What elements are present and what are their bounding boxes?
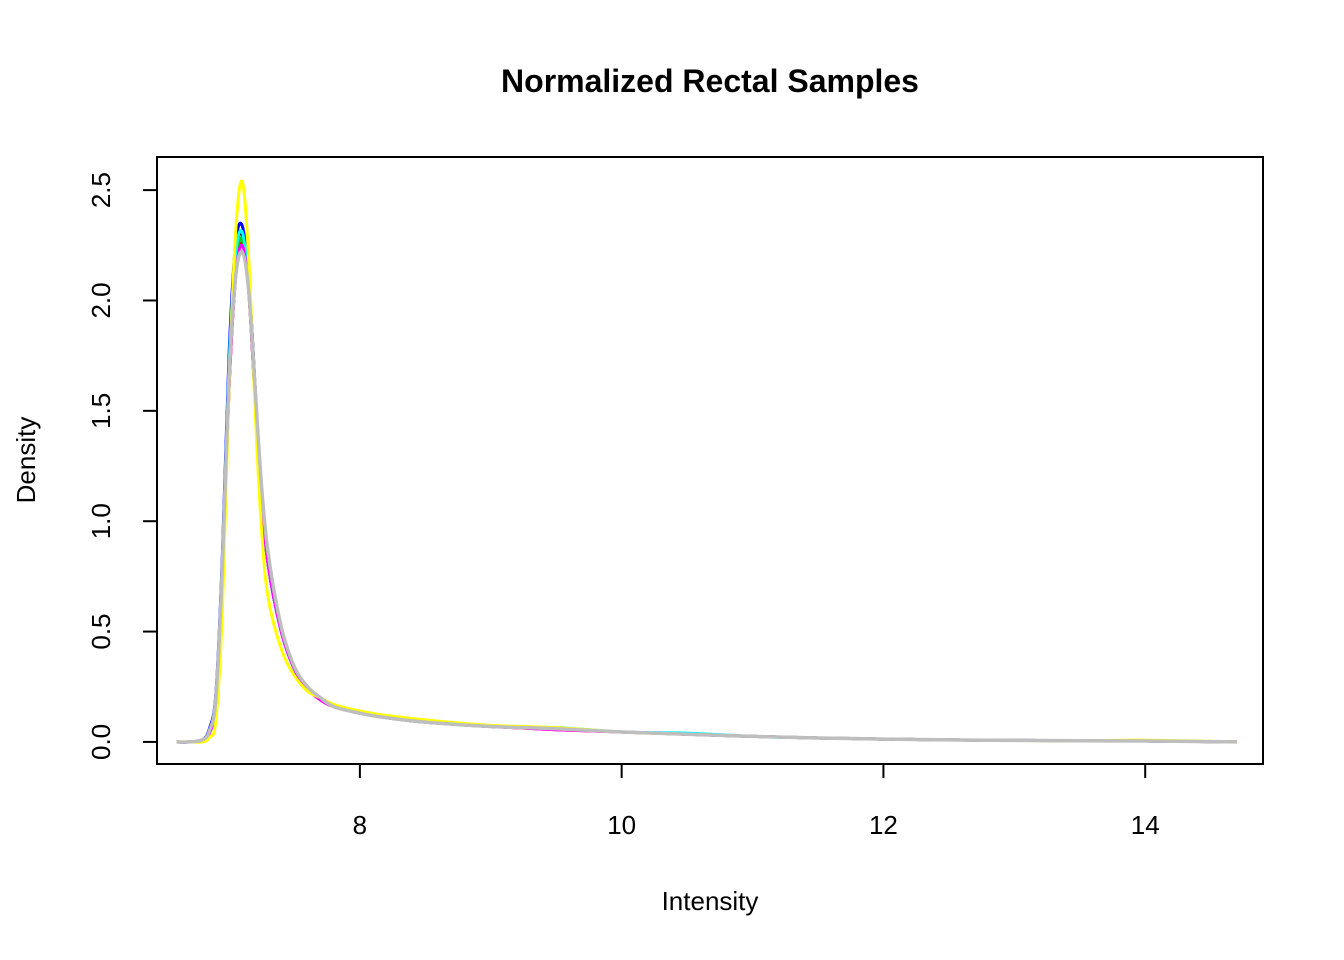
density-series-6 <box>176 243 1237 744</box>
y-tick-label: 0.5 <box>86 613 116 649</box>
x-tick-label: 12 <box>869 810 898 840</box>
plot-frame <box>156 156 1264 765</box>
y-tick-label: 2.0 <box>86 282 116 318</box>
y-tick-label: 1.5 <box>86 393 116 429</box>
density-series-4 <box>176 221 1237 744</box>
x-tick-label: 14 <box>1131 810 1160 840</box>
density-series-7 <box>176 179 1237 744</box>
series-layer <box>176 179 1237 744</box>
y-axis-label: Density <box>11 417 41 504</box>
x-axis-label: Intensity <box>662 886 759 916</box>
chart-title: Normalized Rectal Samples <box>501 63 919 99</box>
x-tick-label: 10 <box>607 810 636 840</box>
x-axis: 8 10 12 14 <box>353 763 1160 840</box>
density-series-5 <box>176 229 1237 744</box>
x-tick-label: 8 <box>353 810 367 840</box>
density-series-2 <box>176 241 1237 744</box>
density-series-3 <box>176 236 1237 744</box>
y-tick-label: 2.5 <box>86 172 116 208</box>
density-series-8 <box>176 249 1237 744</box>
y-tick-label: 1.0 <box>86 503 116 539</box>
y-tick-label: 0.0 <box>86 724 116 760</box>
y-axis: 0.0 0.5 1.0 1.5 2.0 2.5 <box>86 172 158 760</box>
density-series-1 <box>176 231 1237 744</box>
